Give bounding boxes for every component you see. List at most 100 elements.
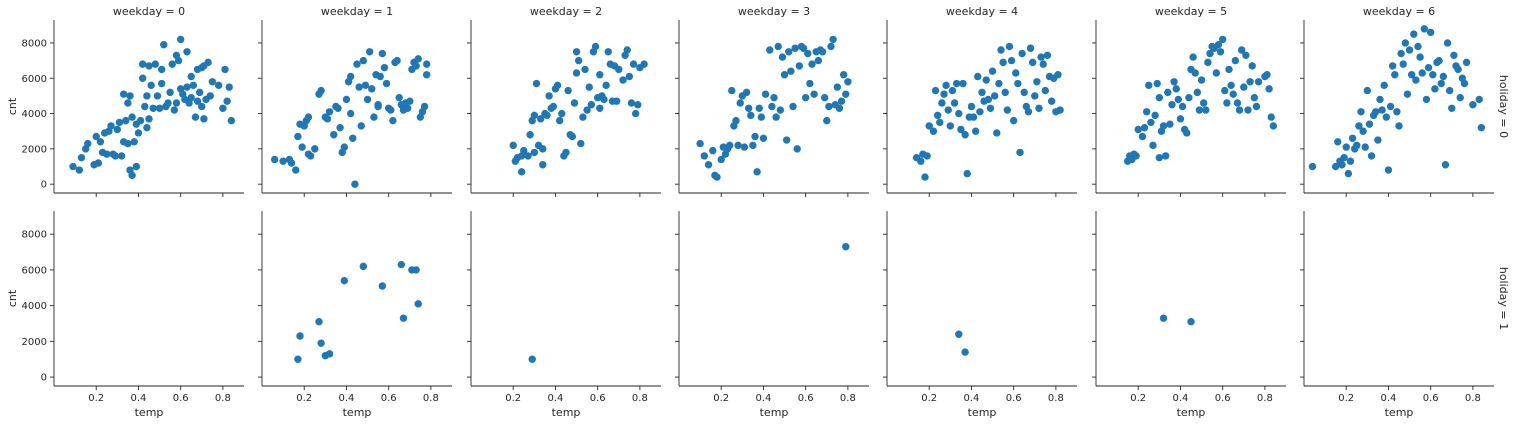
scatter-point xyxy=(917,157,925,165)
scatter-point xyxy=(111,152,119,160)
scatter-point xyxy=(1410,30,1418,38)
scatter-point xyxy=(1212,69,1221,77)
scatter-point xyxy=(844,78,852,86)
scatter-point xyxy=(124,99,132,107)
scatter-point xyxy=(818,48,827,56)
scatter-point xyxy=(604,48,612,56)
scatter-point xyxy=(147,81,155,90)
scatter-point xyxy=(117,152,126,160)
y-tick-label: 6000 xyxy=(22,74,47,85)
scatter-point xyxy=(931,86,940,95)
scatter-point xyxy=(412,62,420,70)
scatter-point xyxy=(997,46,1005,54)
scatter-point xyxy=(193,97,202,105)
x-tick-label: 0.4 xyxy=(755,393,771,404)
scatter-point xyxy=(755,104,763,112)
scatter-point xyxy=(183,83,191,91)
scatter-point xyxy=(395,93,403,102)
scatter-point xyxy=(806,79,814,88)
scatter-point xyxy=(984,95,993,104)
scatter-point xyxy=(982,76,990,84)
scatter-point xyxy=(1252,102,1261,111)
scatter-point xyxy=(270,155,279,164)
scatter-point xyxy=(176,35,185,44)
scatter-point xyxy=(795,62,804,70)
scatter-point xyxy=(378,49,387,58)
scatter-point xyxy=(1187,318,1195,326)
scatter-point xyxy=(751,132,759,141)
scatter-point xyxy=(414,55,422,63)
scatter-point xyxy=(946,122,955,130)
scatter-point xyxy=(585,83,593,91)
scatter-point xyxy=(1151,111,1159,120)
scatter-point xyxy=(69,162,77,171)
scatter-point xyxy=(122,116,130,125)
scatter-point xyxy=(1031,92,1039,100)
scatter-point xyxy=(1265,85,1273,93)
scatter-point xyxy=(1178,102,1187,111)
scatter-point xyxy=(709,146,717,155)
scatter-point xyxy=(1039,60,1047,68)
scatter-point xyxy=(583,106,591,114)
scatter-point xyxy=(1405,46,1414,54)
scatter-point xyxy=(92,132,100,141)
x-axis-title: temp xyxy=(1177,406,1206,419)
scatter-point xyxy=(574,56,583,65)
scatter-point xyxy=(317,86,325,95)
x-tick-label: 0.6 xyxy=(1423,393,1439,404)
scatter-point xyxy=(382,79,391,88)
scatter-point xyxy=(749,141,757,150)
scatter-point xyxy=(785,48,793,56)
scatter-point xyxy=(1456,93,1464,102)
scatter-point xyxy=(1361,143,1369,151)
scatter-point xyxy=(113,125,122,134)
scatter-point xyxy=(422,60,431,68)
scatter-point xyxy=(136,116,145,125)
scatter-point xyxy=(346,109,355,118)
scatter-point xyxy=(549,102,558,111)
scatter-point xyxy=(579,113,587,121)
scatter-point xyxy=(387,106,395,114)
scatter-point xyxy=(791,44,799,52)
scatter-point xyxy=(1391,71,1399,79)
scatter-point xyxy=(153,92,162,100)
scatter-point xyxy=(744,104,753,112)
scatter-point xyxy=(1161,152,1170,160)
scatter-point xyxy=(422,71,431,79)
x-tick-label: 0.2 xyxy=(296,393,312,404)
x-tick-label: 0.6 xyxy=(173,393,189,404)
x-tick-label: 0.4 xyxy=(130,393,146,404)
scatter-point xyxy=(602,81,610,90)
scatter-point xyxy=(995,79,1003,88)
scatter-point xyxy=(1231,56,1240,65)
x-tick-label: 0.6 xyxy=(590,393,606,404)
scatter-point xyxy=(1035,104,1043,112)
scatter-point xyxy=(355,83,363,91)
scatter-point xyxy=(317,339,325,347)
scatter-point xyxy=(990,92,999,100)
scatter-point xyxy=(1214,41,1223,49)
scatter-point xyxy=(787,67,795,75)
scatter-point xyxy=(214,81,223,90)
scatter-point xyxy=(957,125,965,134)
scatter-point xyxy=(1237,46,1246,54)
scatter-point xyxy=(334,104,342,112)
scatter-point xyxy=(294,355,302,363)
scatter-point xyxy=(553,81,562,90)
scatter-point xyxy=(768,102,776,111)
scatter-point xyxy=(524,152,532,160)
scatter-point xyxy=(325,108,334,116)
scatter-point xyxy=(993,129,1001,137)
scatter-point xyxy=(349,134,357,142)
scatter-point xyxy=(1221,86,1229,95)
scatter-point xyxy=(619,76,627,84)
scatter-point xyxy=(1155,93,1164,102)
scatter-point xyxy=(1199,99,1208,107)
scatter-point xyxy=(304,113,313,121)
scatter-point xyxy=(298,143,306,151)
scatter-point xyxy=(412,266,420,274)
x-tick-label: 0.8 xyxy=(423,393,439,404)
scatter-point xyxy=(353,60,361,68)
scatter-point xyxy=(103,150,111,158)
